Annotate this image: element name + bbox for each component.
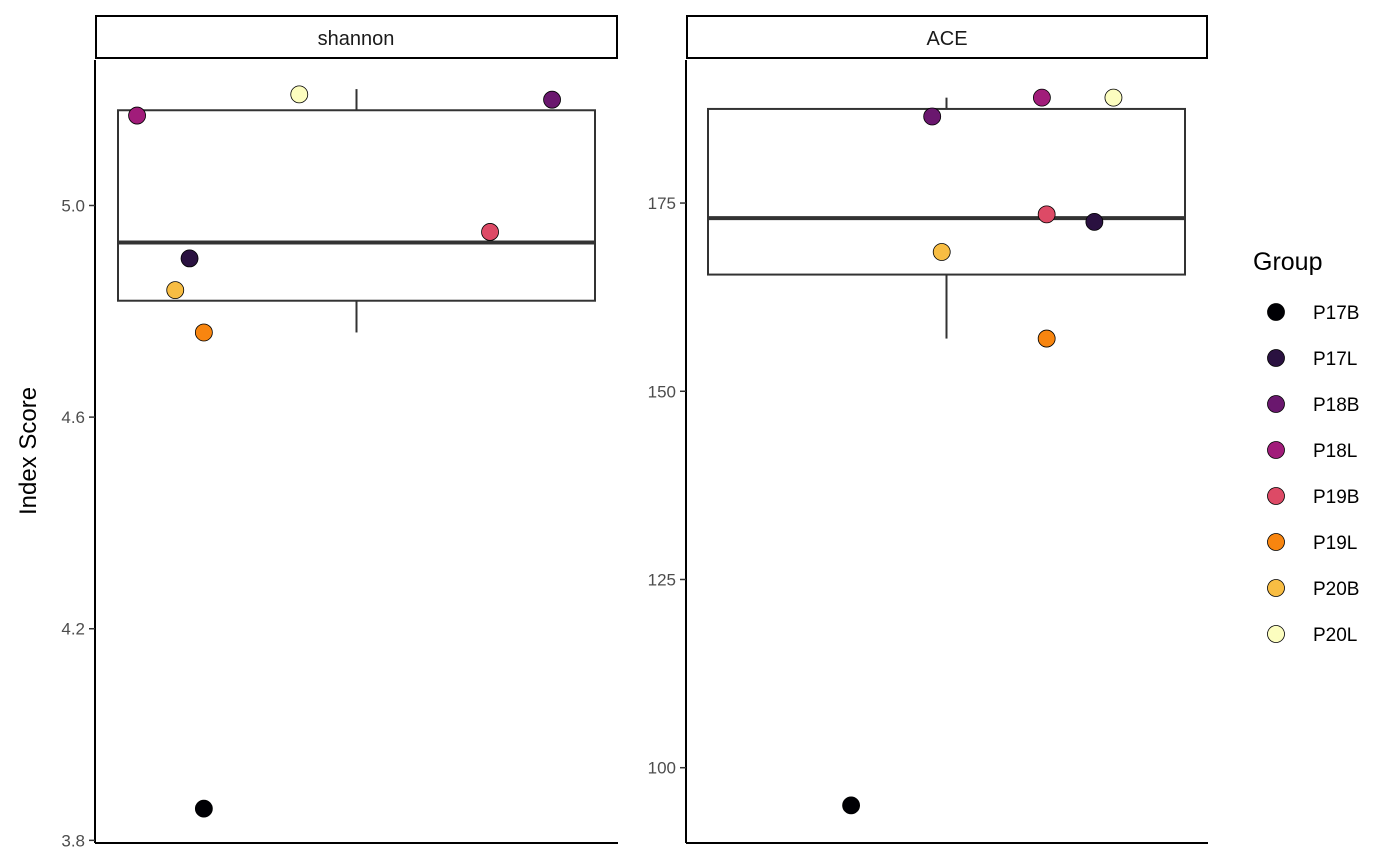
y-tick-label-ace-1: 125 <box>648 570 676 589</box>
strip-shannon <box>95 15 618 59</box>
point-ace-p20b <box>932 243 951 261</box>
point-ace-p19l <box>1037 329 1056 348</box>
point-ace-p19b <box>1037 205 1056 224</box>
legend-label-p19l: P19L <box>1313 533 1357 554</box>
legend-label-p17l: P17L <box>1313 349 1357 370</box>
legend-key-p18l <box>1267 441 1285 459</box>
legend-key-p17l <box>1267 349 1285 367</box>
strip-title-ace: ACE <box>926 28 967 50</box>
legend-key-p17b <box>1267 303 1285 321</box>
boxplot-shannon <box>117 89 596 333</box>
y-ticks-shannon: 3.8 4.2 4.6 5.0 <box>61 196 95 850</box>
legend-label-p18l: P18L <box>1313 441 1357 462</box>
point-ace-p20l <box>1104 88 1123 107</box>
legend-key-p20l <box>1267 625 1285 643</box>
box-iqr-ace <box>707 107 1186 276</box>
point-ace-p18b <box>923 107 942 126</box>
points-shannon <box>128 85 561 818</box>
panel-shannon: shannon 3.8 4.2 4.6 5.0 <box>61 15 618 850</box>
point-shannon-p19l <box>194 323 213 342</box>
panel-ace: ACE 100 125 150 175 <box>648 15 1208 844</box>
y-tick-label-ace-2: 150 <box>648 382 676 401</box>
legend-label-p18b: P18B <box>1313 395 1359 416</box>
point-shannon-p20l <box>290 85 309 104</box>
legend-label-p19b: P19B <box>1313 487 1359 508</box>
legend: Group P17B P17L P18B P18L P19B P19L P20B P20L <box>1253 248 1359 646</box>
y-tick-label-shannon-3: 5.0 <box>61 196 85 215</box>
legend-key-p20b <box>1267 579 1285 597</box>
point-ace-p18l <box>1033 88 1051 107</box>
strip-title-shannon: shannon <box>318 28 395 50</box>
point-ace-p17b <box>842 796 860 815</box>
legend-key-p18b <box>1267 395 1285 413</box>
legend-items: P17B P17L P18B P18L P19B P19L P20B P20L <box>1267 303 1359 646</box>
legend-label-p17b: P17B <box>1313 303 1359 324</box>
y-tick-label-shannon-0: 3.8 <box>61 831 85 850</box>
point-shannon-p18l <box>128 106 146 125</box>
box-iqr-shannon <box>117 109 596 302</box>
legend-key-p19l <box>1267 533 1285 551</box>
points-ace <box>842 88 1123 815</box>
y-tick-label-shannon-2: 4.6 <box>61 408 85 427</box>
point-shannon-p20b <box>166 281 185 300</box>
legend-title: Group <box>1253 248 1322 276</box>
y-tick-label-shannon-1: 4.2 <box>61 620 85 639</box>
point-ace-p17l <box>1085 212 1104 231</box>
legend-label-p20l: P20L <box>1313 625 1357 646</box>
point-shannon-p17b <box>194 799 213 818</box>
legend-label-p20b: P20B <box>1313 579 1359 600</box>
y-tick-label-ace-0: 100 <box>648 759 676 778</box>
point-shannon-p17l <box>180 249 199 268</box>
boxplot-ace <box>707 97 1186 339</box>
y-tick-label-ace-3: 175 <box>648 194 676 213</box>
y-axis-title: Index Score <box>15 387 42 515</box>
strip-ace <box>686 15 1208 59</box>
point-shannon-p19b <box>481 223 499 241</box>
point-shannon-p18b <box>543 90 561 109</box>
legend-key-p19b <box>1267 487 1285 505</box>
y-ticks-ace: 100 125 150 175 <box>648 194 686 778</box>
